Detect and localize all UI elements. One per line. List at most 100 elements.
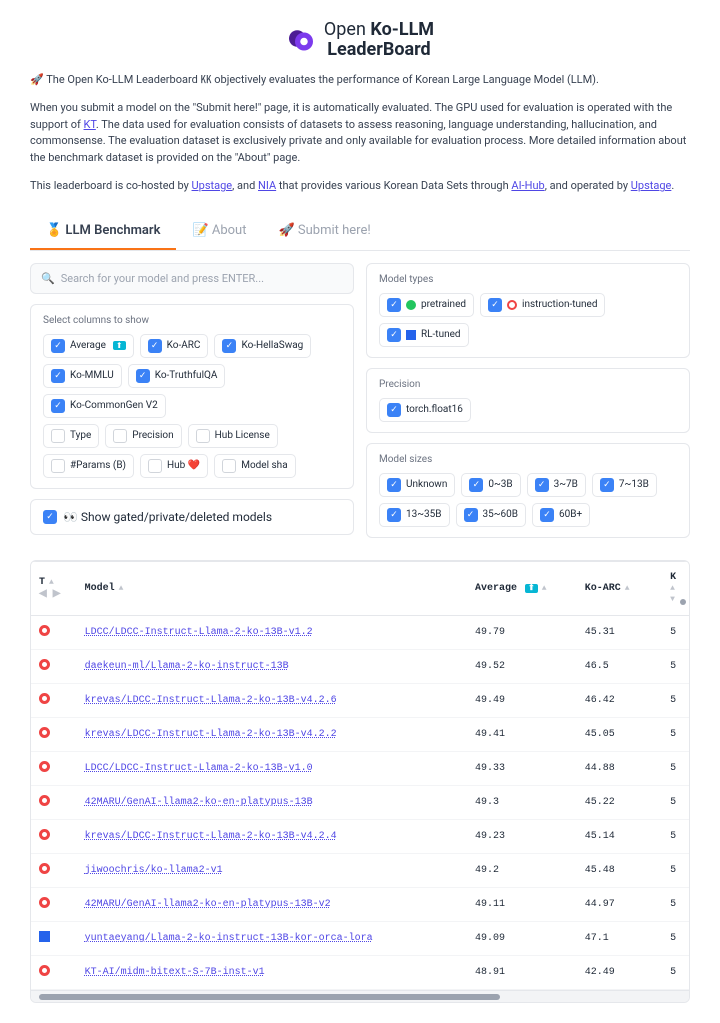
ms-3~7B[interactable]: 3~7B: [527, 473, 586, 497]
ms-Unknown-label: Unknown: [406, 479, 447, 490]
col-t[interactable]: T▲◀ ▶: [31, 561, 77, 615]
model-link[interactable]: krevas/LDCC-Instruct-Llama-2-ko-13B-v4.2…: [85, 729, 337, 740]
model-cell: jiwoochris/ko-llama2-v1: [77, 853, 467, 887]
model-cell: krevas/LDCC-Instruct-Llama-2-ko-13B-v4.2…: [77, 717, 467, 751]
col-koarc[interactable]: Ko-ARC▲: [577, 561, 662, 615]
ms-7~13B-checkbox[interactable]: [600, 478, 614, 492]
col-ko-arc-checkbox[interactable]: [148, 339, 162, 353]
col-ko-mmlu-checkbox[interactable]: [51, 369, 65, 383]
table-row: LDCC/LDCC-Instruct-Llama-2-ko-13B-v1.249…: [31, 615, 689, 649]
k-cell: 5: [662, 887, 689, 921]
k-cell: 5: [662, 955, 689, 989]
tab-submit[interactable]: 🚀 Submit here!: [262, 213, 386, 250]
avg-cell: 48.91: [467, 955, 577, 989]
model-link[interactable]: LDCC/LDCC-Instruct-Llama-2-ko-13B-v1.0: [85, 763, 313, 774]
koarc-cell: 42.49: [577, 955, 662, 989]
col-hub--label: Hub ❤️: [167, 460, 200, 471]
col-model-sha[interactable]: Model sha: [214, 454, 295, 478]
col-precision[interactable]: Precision: [105, 424, 181, 448]
model-link[interactable]: LDCC/LDCC-Instruct-Llama-2-ko-13B-v1.2: [85, 627, 313, 638]
intro-p2: When you submit a model on the "Submit h…: [30, 100, 690, 166]
ms-13~35B-checkbox[interactable]: [387, 508, 401, 522]
h-scrollbar-thumb[interactable]: [39, 994, 500, 1000]
col-type-checkbox[interactable]: [51, 429, 65, 443]
ring-icon: [39, 659, 50, 670]
pr-torch.float16-checkbox[interactable]: [387, 403, 401, 417]
col-k[interactable]: K▲▼: [662, 561, 689, 615]
mt-RL-tuned[interactable]: RL-tuned: [379, 323, 469, 347]
col-ko-hellaswag[interactable]: Ko-HellaSwag: [214, 334, 311, 358]
mt-pretrained[interactable]: pretrained: [379, 293, 474, 317]
mt-pretrained-label: pretrained: [421, 299, 466, 310]
model-cell: daekeun-ml/Llama-2-ko-instruct-13B: [77, 649, 467, 683]
col-ko-truthfulqa-checkbox[interactable]: [136, 369, 150, 383]
col-ko-commongen-v2-checkbox[interactable]: [51, 399, 65, 413]
col-type[interactable]: Type: [43, 424, 99, 448]
col-hub-[interactable]: Hub ❤️: [140, 454, 208, 478]
table-row: 42MARU/GenAI-llama2-ko-en-platypus-13B49…: [31, 785, 689, 819]
model-link[interactable]: yuntaeyang/Llama-2-ko-instruct-13B-kor-o…: [85, 933, 373, 944]
model-link[interactable]: krevas/LDCC-Instruct-Llama-2-ko-13B-v4.2…: [85, 831, 337, 842]
model-link[interactable]: krevas/LDCC-Instruct-Llama-2-ko-13B-v4.2…: [85, 695, 337, 706]
ms-3~7B-checkbox[interactable]: [535, 478, 549, 492]
tab-benchmark[interactable]: 🏅 LLM Benchmark: [30, 213, 176, 250]
type-cell: [31, 717, 77, 751]
col-ko-mmlu[interactable]: Ko-MMLU: [43, 364, 122, 388]
model-link[interactable]: KT-AI/midm-bitext-S-7B-inst-v1: [85, 967, 265, 978]
pr-torch.float16[interactable]: torch.float16: [379, 398, 471, 422]
mt-instruction-tuned[interactable]: instruction-tuned: [480, 293, 605, 317]
koarc-cell: 44.88: [577, 751, 662, 785]
mt-pretrained-checkbox[interactable]: [387, 298, 401, 312]
col-hub--checkbox[interactable]: [148, 459, 162, 473]
ms-35~60B-checkbox[interactable]: [464, 508, 478, 522]
col-ko-hellaswag-checkbox[interactable]: [222, 339, 236, 353]
col-precision-checkbox[interactable]: [113, 429, 127, 443]
koarc-cell: 45.05: [577, 717, 662, 751]
ms-0~3B-checkbox[interactable]: [469, 478, 483, 492]
model-link[interactable]: jiwoochris/ko-llama2-v1: [85, 865, 223, 876]
aihub-link[interactable]: AI-Hub: [511, 179, 544, 192]
upstage-link2[interactable]: Upstage: [631, 179, 672, 192]
col-avg[interactable]: Average ⬆▲: [467, 561, 577, 615]
model-link[interactable]: daekeun-ml/Llama-2-ko-instruct-13B: [85, 661, 289, 672]
mt-RL-tuned-checkbox[interactable]: [387, 328, 401, 342]
h-scrollbar[interactable]: [31, 990, 689, 1002]
col-average[interactable]: Average⬆: [43, 334, 134, 358]
ms-35~60B[interactable]: 35~60B: [456, 503, 527, 527]
col--params-b-[interactable]: #Params (B): [43, 454, 134, 478]
toggle-panel: 👀 Show gated/private/deleted models: [30, 499, 354, 535]
mt-instruction-tuned-checkbox[interactable]: [488, 298, 502, 312]
table-row: daekeun-ml/Llama-2-ko-instruct-13B49.524…: [31, 649, 689, 683]
nia-link[interactable]: NIA: [258, 179, 276, 192]
col-hub-license[interactable]: Hub License: [188, 424, 278, 448]
model-link[interactable]: 42MARU/GenAI-llama2-ko-en-platypus-13B: [85, 797, 313, 808]
col-average-label: Average: [70, 340, 106, 351]
dot-icon: [406, 300, 416, 310]
col-model[interactable]: Model▲: [77, 561, 467, 615]
ms-0~3B[interactable]: 0~3B: [461, 473, 520, 497]
col-ko-truthfulqa[interactable]: Ko-TruthfulQA: [128, 364, 226, 388]
ms-60B+-checkbox[interactable]: [540, 508, 554, 522]
model-types-panel: Model types pretrainedinstruction-tunedR…: [366, 263, 690, 358]
search-input[interactable]: 🔍Search for your model and press ENTER..…: [30, 263, 354, 294]
upstage-link[interactable]: Upstage: [192, 179, 233, 192]
ms-7~13B[interactable]: 7~13B: [592, 473, 657, 497]
col-ko-arc[interactable]: Ko-ARC: [140, 334, 209, 358]
model-link[interactable]: 42MARU/GenAI-llama2-ko-en-platypus-13B-v…: [85, 899, 331, 910]
col-model-sha-checkbox[interactable]: [222, 459, 236, 473]
col-model-sha-label: Model sha: [241, 460, 287, 471]
ring-icon: [39, 965, 50, 976]
col-ko-commongen-v2[interactable]: Ko-CommonGen V2: [43, 394, 166, 418]
ms-13~35B[interactable]: 13~35B: [379, 503, 450, 527]
col-hub-license-checkbox[interactable]: [196, 429, 210, 443]
ms-Unknown[interactable]: Unknown: [379, 473, 455, 497]
col-average-checkbox[interactable]: [51, 339, 65, 353]
v-scrollbar-thumb[interactable]: [680, 599, 686, 605]
kt-link[interactable]: KT: [84, 118, 96, 131]
col--params-b--checkbox[interactable]: [51, 459, 65, 473]
ms-60B+[interactable]: 60B+: [532, 503, 590, 527]
toggle-checkbox[interactable]: [43, 510, 57, 524]
ring-icon: [39, 727, 50, 738]
tab-about[interactable]: 📝 About: [176, 213, 262, 250]
ms-Unknown-checkbox[interactable]: [387, 478, 401, 492]
